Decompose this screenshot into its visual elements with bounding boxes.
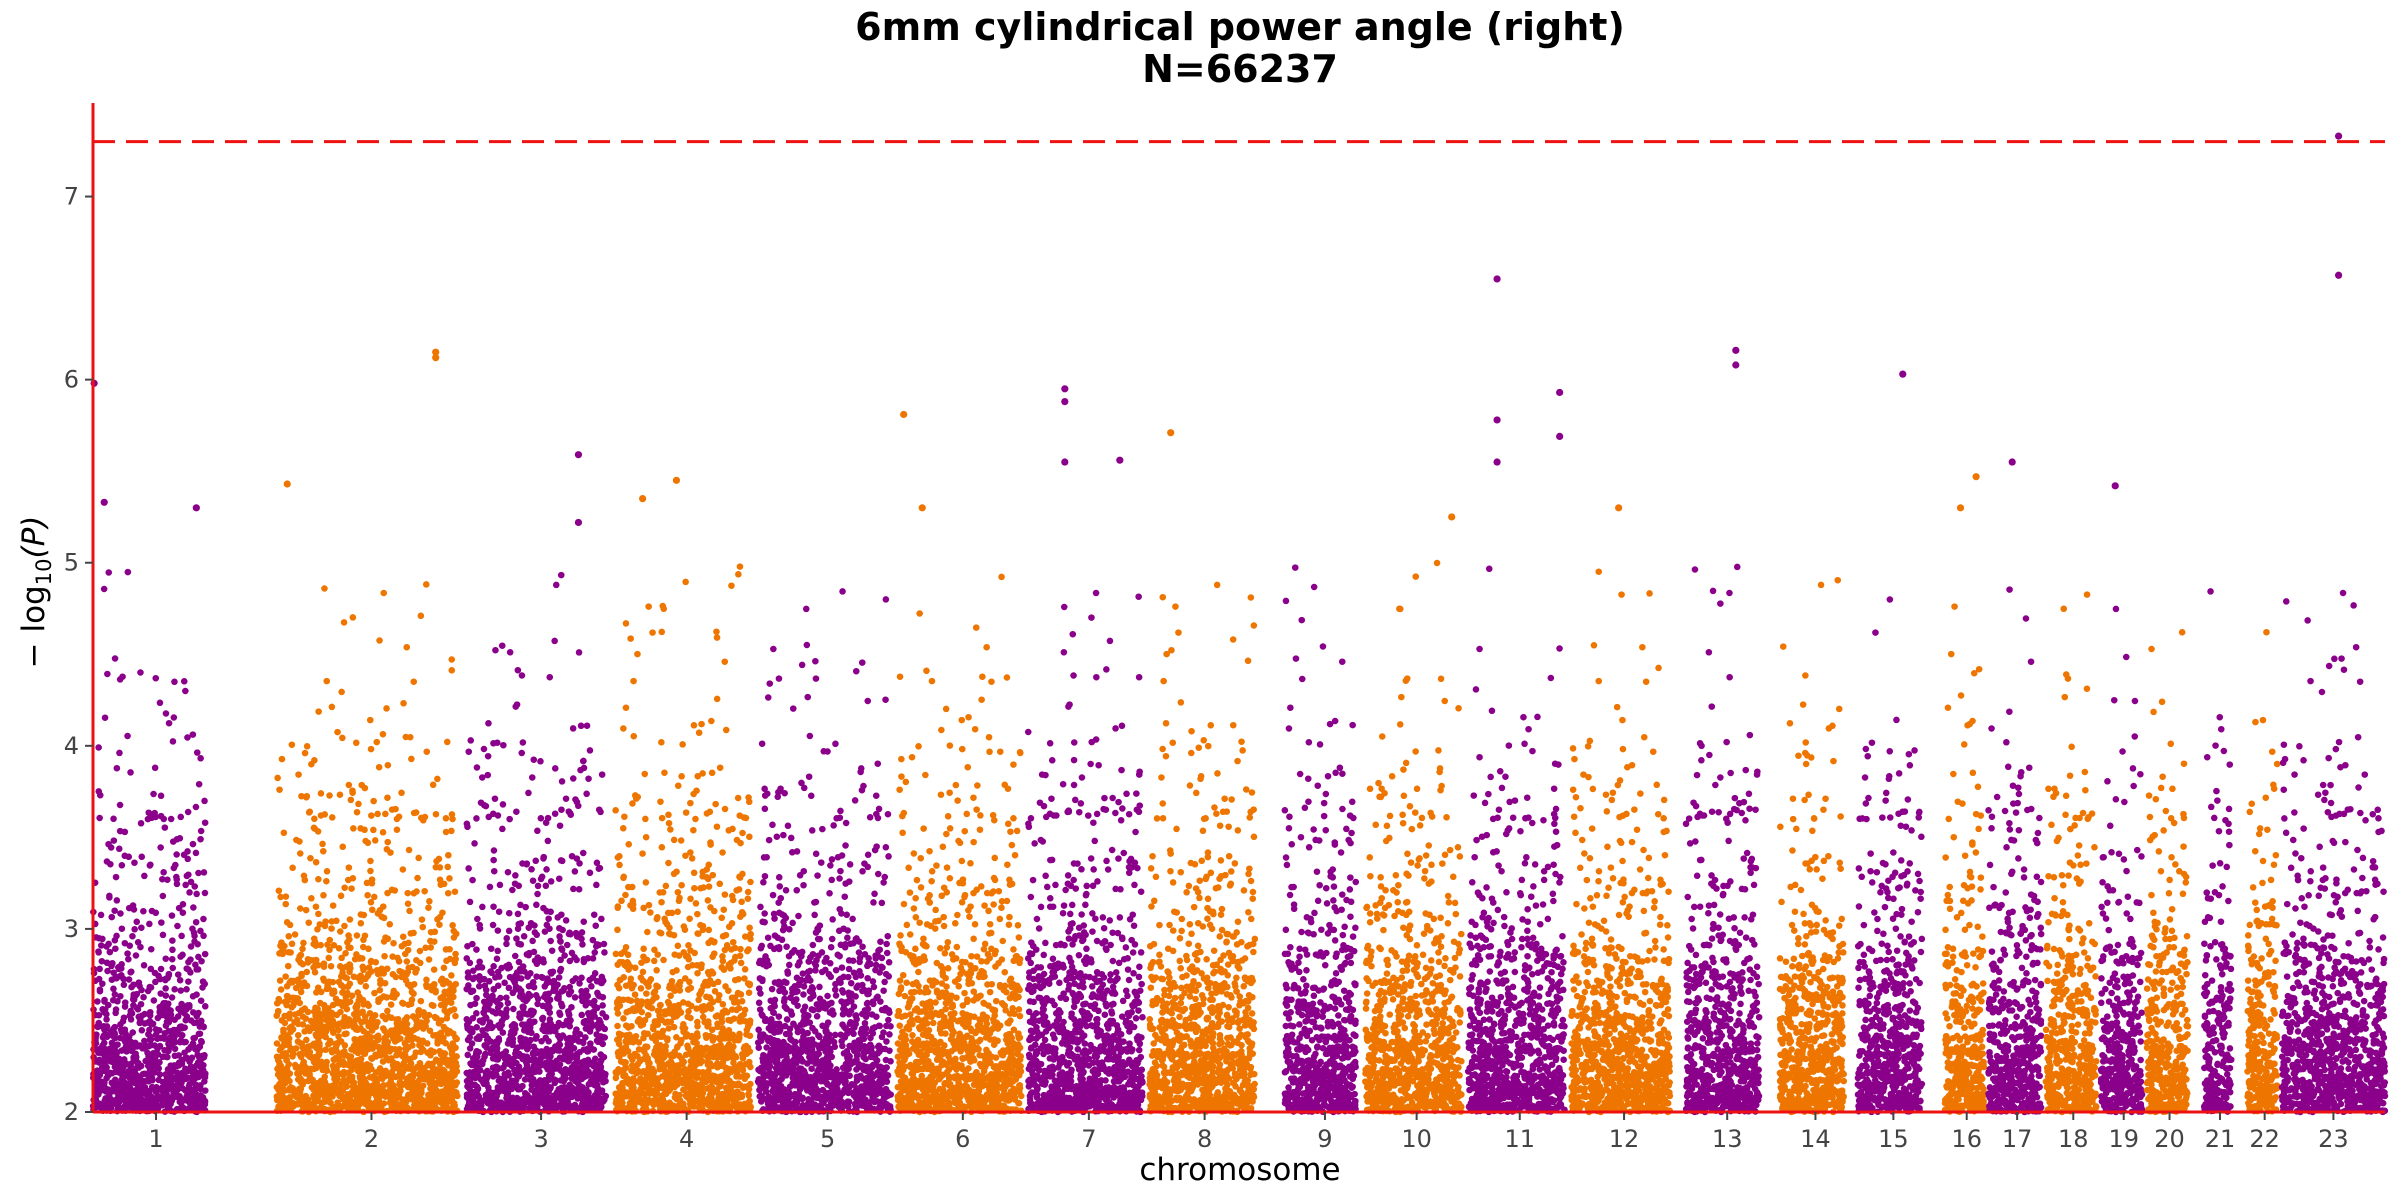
x-tick-label: 23 [2318, 1125, 2349, 1153]
peak-point [101, 499, 108, 506]
x-tick-label: 19 [2108, 1125, 2139, 1153]
peak-point [193, 504, 200, 511]
chromosome-12-points [1572, 572, 1670, 1112]
chromosome-23-points [2282, 593, 2385, 1112]
chromosome-1-points [93, 572, 205, 1112]
x-tick-label: 17 [2002, 1125, 2033, 1153]
peak-point [2009, 458, 2016, 465]
y-tick-label: 4 [64, 732, 79, 760]
x-tick-label: 7 [1081, 1125, 1096, 1153]
chromosome-14-points [1780, 580, 1844, 1112]
peak-point [639, 495, 646, 502]
x-tick-label: 10 [1401, 1125, 1432, 1153]
y-tick-label: 2 [64, 1098, 79, 1126]
chromosome-15-points [1858, 600, 1922, 1112]
chromosome-20-points [2147, 632, 2188, 1112]
y-axis-ticks: 2 3 4 5 6 7 [64, 183, 93, 1126]
chromosome-5-points [758, 591, 891, 1112]
peak-point [1116, 457, 1123, 464]
peak-point [575, 451, 582, 458]
chromosome-9-points [1285, 568, 1356, 1112]
y-tick-label: 6 [64, 366, 79, 394]
y-tick-label: 3 [64, 915, 79, 943]
chromosome-7-points [1028, 593, 1142, 1112]
peak-point [1167, 429, 1174, 436]
snp-points [93, 563, 2385, 1112]
peak-point [1899, 371, 1906, 378]
x-tick-label: 4 [679, 1125, 694, 1153]
x-tick-label: 22 [2249, 1125, 2280, 1153]
peak-point [1957, 504, 1964, 511]
chromosome-2-points [277, 584, 458, 1112]
x-tick-label: 11 [1504, 1125, 1535, 1153]
chromosome-18-points [2046, 595, 2096, 1112]
peak-points [91, 133, 2343, 527]
peak-point [1493, 275, 1500, 282]
x-tick-label: 20 [2154, 1125, 2185, 1153]
peak-point [1493, 458, 1500, 465]
x-tick-label: 1 [148, 1125, 163, 1153]
chromosome-22-points [2248, 632, 2278, 1111]
peak-point [1061, 458, 1068, 465]
x-tick-label: 3 [533, 1125, 548, 1153]
y-tick-label: 7 [64, 183, 79, 211]
x-tick-label: 15 [1878, 1125, 1909, 1153]
peak-point [1061, 398, 1068, 405]
chromosome-21-points [2204, 591, 2231, 1111]
chromosome-16-points [1945, 607, 1984, 1112]
x-tick-label: 8 [1197, 1125, 1212, 1153]
peak-point [2335, 133, 2342, 140]
y-tick-label: 5 [64, 549, 79, 577]
chromosome-17-points [1989, 590, 2042, 1112]
peak-point [2112, 482, 2119, 489]
x-tick-label: 18 [2058, 1125, 2089, 1153]
peak-point [1615, 504, 1622, 511]
peak-point [432, 354, 439, 361]
chromosome-3-points [467, 575, 606, 1112]
x-tick-label: 14 [1800, 1125, 1831, 1153]
y-axis-title-suffix: (P) [16, 516, 52, 559]
chromosome-10-points [1365, 563, 1461, 1112]
peak-point [575, 519, 582, 526]
peak-point [673, 477, 680, 484]
chromosome-11-points [1468, 569, 1564, 1112]
chromosome-13-points [1686, 567, 1759, 1112]
y-axis-title-subscript: 10 [32, 559, 56, 586]
y-axis-title: − log10(P) [16, 516, 56, 669]
peak-point [919, 504, 926, 511]
x-tick-label: 5 [820, 1125, 835, 1153]
peak-point [1732, 361, 1739, 368]
chromosome-6-points [898, 577, 1022, 1112]
peak-point [1732, 347, 1739, 354]
x-tick-label: 2 [364, 1125, 379, 1153]
peak-point [1448, 513, 1455, 520]
chart-title: 6mm cylindrical power angle (right) [855, 5, 1625, 49]
x-axis-ticks: 1 2 3 4 5 6 7 8 9 10 11 12 13 14 15 16 17 18 19 20 21 22 23 [148, 1112, 2348, 1153]
x-tick-label: 16 [1951, 1125, 1982, 1153]
chromosome-19-points [2101, 609, 2142, 1112]
peak-point [2335, 272, 2342, 279]
chromosome-8-points [1150, 585, 1255, 1112]
chart-subtitle: N=66237 [1142, 47, 1338, 91]
x-tick-label: 12 [1609, 1125, 1640, 1153]
x-tick-label: 13 [1712, 1125, 1743, 1153]
peak-point [284, 480, 291, 487]
x-tick-label: 6 [955, 1125, 970, 1153]
chromosome-4-points [616, 567, 751, 1112]
peak-point [1973, 473, 1980, 480]
x-tick-label: 9 [1317, 1125, 1332, 1153]
y-axis-title-prefix: − log [16, 585, 52, 668]
peak-point [1556, 433, 1563, 440]
peak-point [1493, 416, 1500, 423]
x-tick-label: 21 [2205, 1125, 2236, 1153]
peak-point [1061, 385, 1068, 392]
peak-point [1556, 389, 1563, 396]
x-axis-title: chromosome [1139, 1152, 1340, 1188]
peak-point [900, 411, 907, 418]
